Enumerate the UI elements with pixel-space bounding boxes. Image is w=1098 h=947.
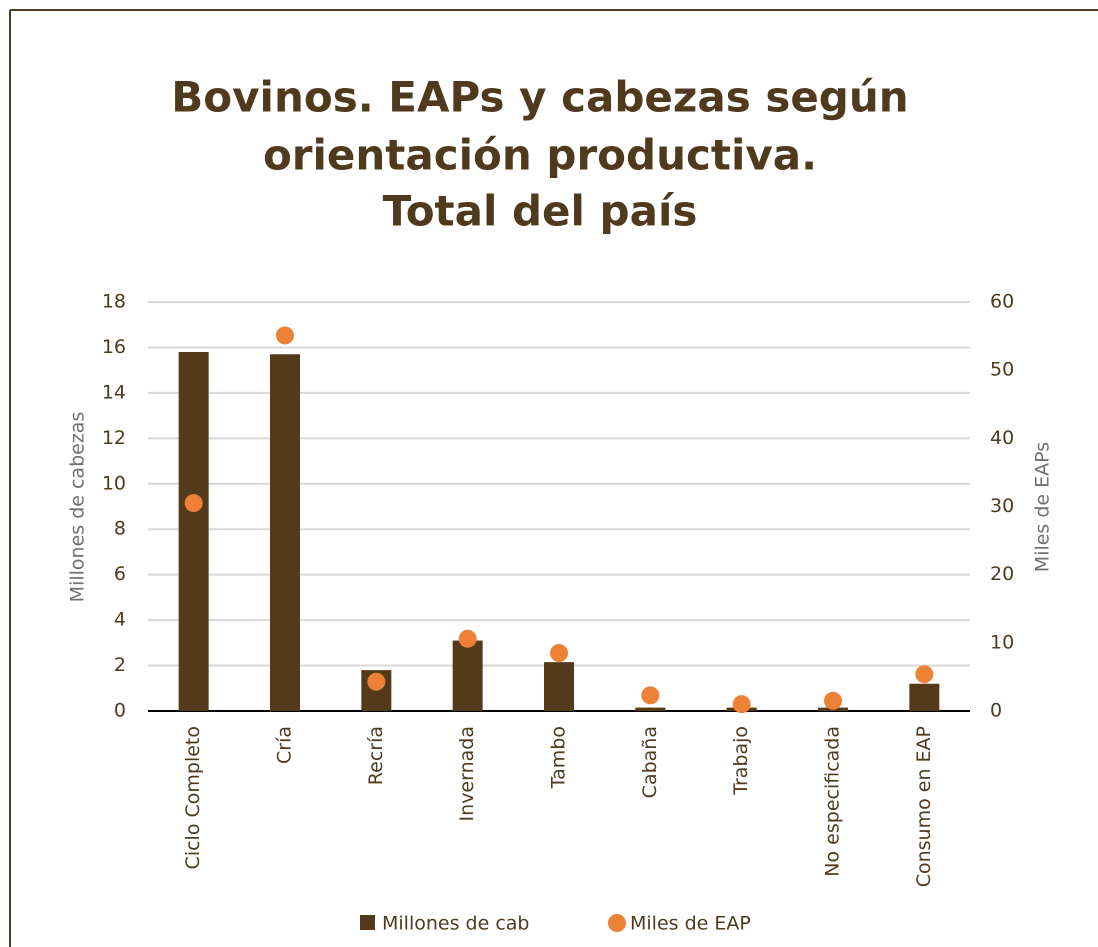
y2-tick-label: 10 [990,631,1014,653]
x-tick-label: No especificada [822,726,844,877]
bar [909,683,940,711]
dot [276,326,294,345]
dot [184,494,203,513]
y-tick-label: 14 [102,381,126,403]
chart-title: Bovinos. EAPs y cabezas según [171,73,908,122]
y2-tick-label: 60 [990,291,1014,313]
y2-tick-label: 40 [990,427,1014,449]
y-tick-label: 16 [102,336,126,358]
bar [635,707,666,711]
bar [544,662,574,711]
dot [367,672,386,691]
bar [270,354,300,711]
legend-swatch [608,914,626,932]
dot [550,644,568,663]
legend-label: Miles de EAP [630,913,751,935]
y-tick-label: 0 [114,700,126,722]
y-tick-label: 4 [114,609,126,631]
legend-label: Millones de cab [382,913,529,935]
x-tick-label: Cría [274,726,296,764]
dot [915,665,934,684]
y2-tick-label: 50 [990,359,1014,381]
dot [824,691,842,710]
x-tick-label: Ciclo Completo [182,726,204,869]
y-tick-label: 18 [102,291,126,313]
chart-title: orientación productiva. [263,131,817,180]
y-axis-title: Millones de cabezas [67,412,89,603]
dot [732,695,751,714]
y-tick-label: 6 [114,563,126,585]
x-tick-label: Consumo en EAP [913,726,935,887]
dot [641,686,660,705]
dot [458,629,477,648]
x-tick-label: Tambo [548,726,570,789]
bar [452,640,483,711]
chart-title: Total del país [383,187,698,236]
y2-tick-label: 0 [990,700,1002,722]
legend-swatch [360,915,375,930]
bar [178,351,209,711]
x-tick-label: Invernada [456,726,478,821]
x-tick-label: Recría [365,726,387,785]
y-tick-label: 2 [114,654,126,676]
y-tick-label: 10 [102,472,126,494]
y-tick-label: 8 [114,518,126,540]
y2-tick-label: 30 [990,495,1014,517]
x-tick-label: Cabaña [639,726,661,798]
y2-axis-title: Miles de EAPs [1032,442,1054,572]
y2-tick-label: 20 [990,563,1014,585]
x-tick-label: Trabajo [730,726,752,796]
y-tick-label: 12 [102,427,126,449]
